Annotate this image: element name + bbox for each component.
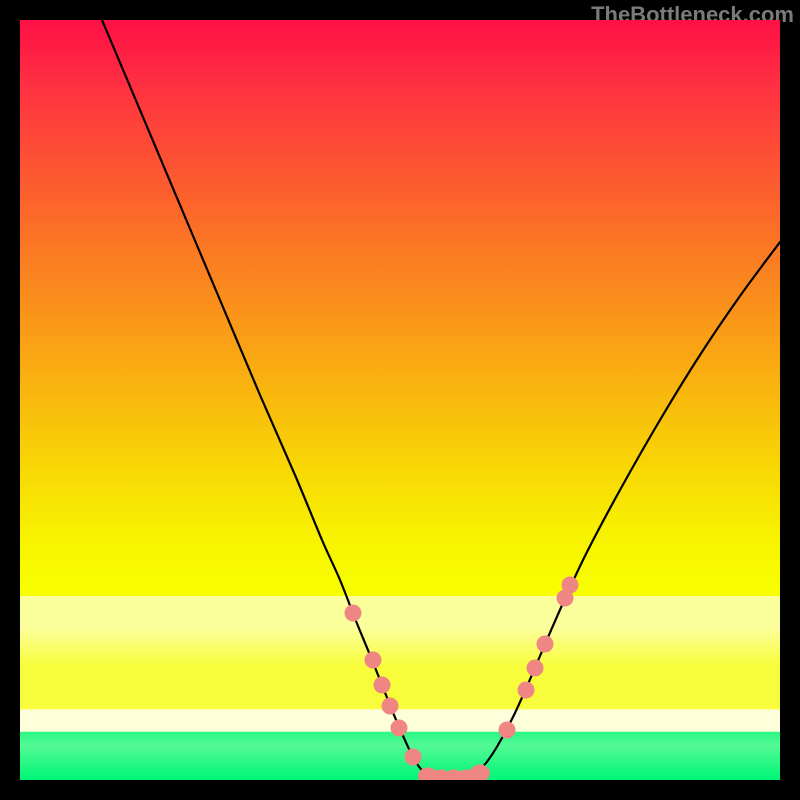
- bottleneck-chart-svg: [20, 20, 780, 780]
- marker-left: [374, 677, 391, 694]
- marker-left: [405, 749, 422, 766]
- marker-left: [365, 652, 382, 669]
- plot-area: [20, 20, 780, 780]
- marker-right: [518, 682, 535, 699]
- gradient-background: [20, 20, 780, 780]
- chart-frame: TheBottleneck.com: [0, 0, 800, 800]
- marker-right: [499, 722, 516, 739]
- marker-right: [537, 636, 554, 653]
- marker-left: [382, 698, 399, 715]
- marker-left: [345, 605, 362, 622]
- marker-right: [527, 660, 544, 677]
- marker-right: [562, 577, 579, 594]
- marker-left: [391, 720, 408, 737]
